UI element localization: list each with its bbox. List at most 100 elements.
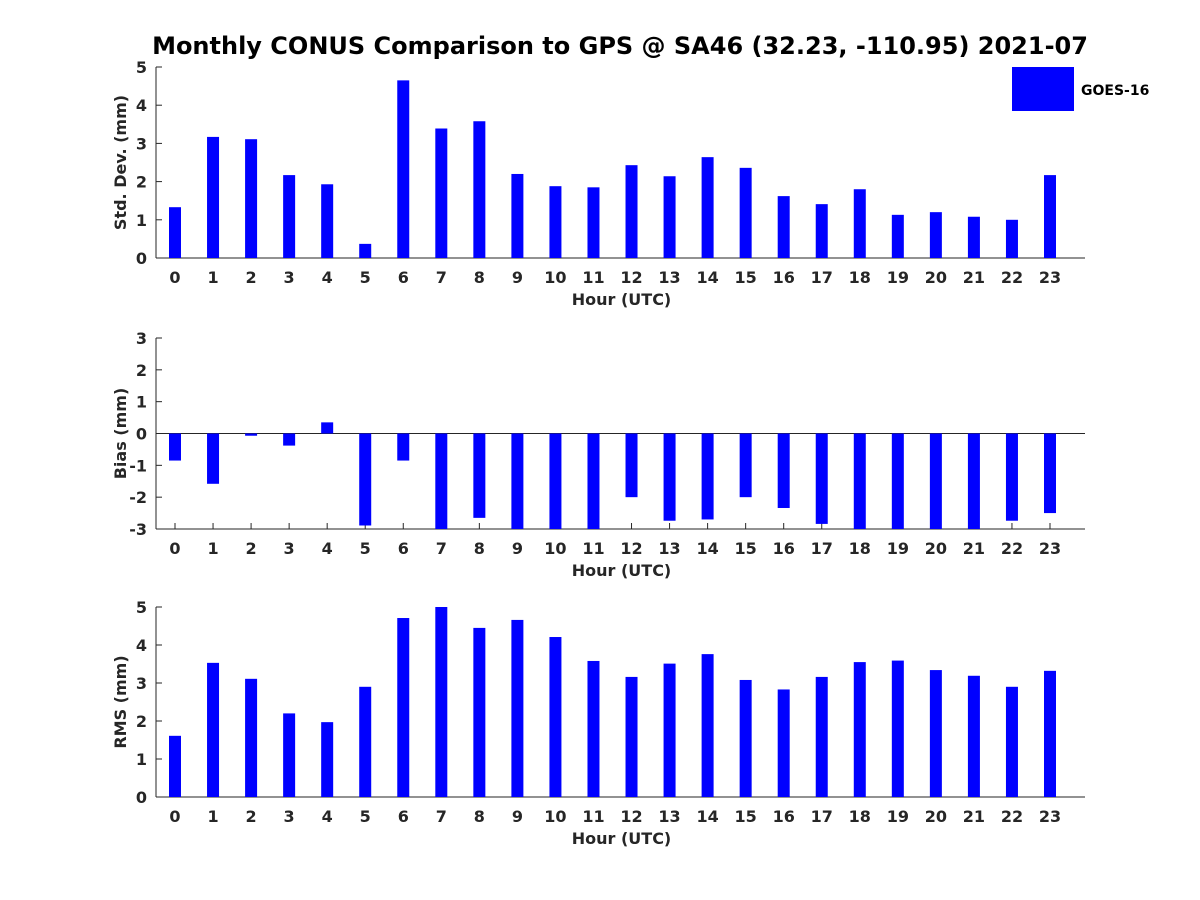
bias-y-tick-label: 2 bbox=[136, 361, 147, 380]
rms-bar bbox=[967, 675, 980, 797]
rms-x-tick-label: 3 bbox=[284, 807, 295, 826]
std-dev-x-tick-label: 3 bbox=[284, 268, 295, 287]
rms-x-tick-label: 9 bbox=[512, 807, 523, 826]
bias-bar bbox=[549, 433, 562, 529]
rms-x-tick-label: 13 bbox=[658, 807, 680, 826]
std-dev-bar bbox=[625, 165, 638, 258]
rms-x-tick-label: 23 bbox=[1039, 807, 1061, 826]
bias-x-tick-label: 16 bbox=[773, 539, 795, 558]
rms-bar bbox=[321, 722, 334, 797]
rms-x-tick-label: 18 bbox=[849, 807, 871, 826]
legend: GOES-16 bbox=[1012, 67, 1149, 111]
rms-bar bbox=[207, 662, 220, 797]
rms-bar bbox=[891, 660, 904, 797]
bias-y-tick-label: -1 bbox=[129, 456, 147, 475]
bias-y-tick-label: 0 bbox=[136, 425, 147, 444]
bias-bar bbox=[359, 433, 372, 526]
bias-x-tick-label: 3 bbox=[284, 539, 295, 558]
rms-x-axis-label: Hour (UTC) bbox=[572, 829, 672, 848]
std-dev-y-tick-label: 1 bbox=[136, 211, 147, 230]
bias-x-tick-label: 19 bbox=[887, 539, 909, 558]
bias-bar bbox=[207, 433, 220, 484]
bias-bar bbox=[473, 433, 486, 518]
std-dev-bar bbox=[283, 175, 296, 258]
rms-y-tick-label: 2 bbox=[136, 712, 147, 731]
std-dev-bar bbox=[207, 136, 220, 258]
std-dev-x-tick-label: 1 bbox=[207, 268, 218, 287]
bias-bar bbox=[663, 433, 676, 521]
std-dev-bar bbox=[169, 207, 181, 258]
std-dev-y-tick-label: 2 bbox=[136, 173, 147, 192]
std-dev-x-tick-label: 14 bbox=[696, 268, 718, 287]
std-dev-y-tick-label: 0 bbox=[136, 249, 147, 268]
bias-x-tick-label: 14 bbox=[696, 539, 718, 558]
rms-x-tick-label: 7 bbox=[436, 807, 447, 826]
std-dev-bar bbox=[701, 157, 714, 258]
bias-bar bbox=[891, 433, 904, 529]
bias-x-tick-label: 23 bbox=[1039, 539, 1061, 558]
std-dev-bar bbox=[967, 216, 980, 258]
bias-bar bbox=[625, 433, 638, 498]
rms-x-tick-label: 15 bbox=[735, 807, 757, 826]
bias-x-tick-label: 10 bbox=[544, 539, 566, 558]
bias-bar bbox=[929, 433, 942, 529]
std-dev-y-tick-label: 3 bbox=[136, 134, 147, 153]
std-dev-bar bbox=[511, 173, 524, 258]
rms-bar bbox=[777, 689, 790, 797]
bias-bar bbox=[739, 433, 752, 498]
rms-bar bbox=[701, 654, 714, 797]
bias-bar bbox=[511, 433, 524, 529]
rms-bar bbox=[625, 676, 638, 797]
std-dev-bar bbox=[1005, 219, 1018, 258]
bias-bar bbox=[815, 433, 828, 524]
std-dev-bar bbox=[321, 184, 334, 258]
std-dev-y-tick-label: 4 bbox=[136, 96, 147, 115]
rms-bar bbox=[549, 637, 562, 797]
bias-y-tick-label: 3 bbox=[136, 329, 147, 348]
std-dev-x-tick-label: 7 bbox=[436, 268, 447, 287]
std-dev-x-tick-label: 8 bbox=[474, 268, 485, 287]
std-dev-x-tick-label: 22 bbox=[1001, 268, 1023, 287]
std-dev-x-tick-label: 5 bbox=[360, 268, 371, 287]
bias-x-tick-label: 20 bbox=[925, 539, 947, 558]
bias-y-axis-label: Bias (mm) bbox=[111, 388, 130, 480]
bias-bar bbox=[1005, 433, 1018, 521]
rms-x-tick-label: 8 bbox=[474, 807, 485, 826]
rms-x-tick-label: 2 bbox=[246, 807, 257, 826]
std-dev-bar bbox=[777, 196, 790, 258]
bias-bar bbox=[397, 433, 410, 461]
rms-bar bbox=[169, 735, 181, 797]
rms-bar bbox=[853, 662, 866, 797]
rms-bar bbox=[1044, 670, 1056, 797]
bias-bar bbox=[701, 433, 714, 520]
std-dev-x-tick-label: 20 bbox=[925, 268, 947, 287]
legend-label: GOES-16 bbox=[1081, 83, 1149, 99]
rms-x-tick-label: 17 bbox=[811, 807, 833, 826]
bias-x-tick-label: 2 bbox=[246, 539, 257, 558]
rms-bar bbox=[473, 627, 486, 797]
rms-y-tick-label: 3 bbox=[136, 674, 147, 693]
std-dev-bar bbox=[435, 128, 448, 258]
rms-bar bbox=[245, 678, 258, 797]
std-dev-bar bbox=[245, 139, 258, 258]
std-dev-x-tick-label: 16 bbox=[773, 268, 795, 287]
bias-x-tick-label: 22 bbox=[1001, 539, 1023, 558]
bias-x-tick-label: 17 bbox=[811, 539, 833, 558]
std-dev-bar bbox=[891, 214, 904, 258]
std-dev-bar bbox=[397, 80, 410, 259]
rms-y-axis-label: RMS (mm) bbox=[111, 655, 130, 748]
std-dev-bar bbox=[473, 121, 486, 258]
bias-bar bbox=[967, 433, 980, 529]
bias-x-tick-label: 8 bbox=[474, 539, 485, 558]
std-dev-y-tick-label: 5 bbox=[136, 58, 147, 77]
std-dev-x-tick-label: 19 bbox=[887, 268, 909, 287]
bias-x-tick-label: 11 bbox=[582, 539, 604, 558]
bias-bar bbox=[777, 433, 790, 508]
std-dev-x-axis-label: Hour (UTC) bbox=[572, 290, 672, 309]
bias-x-tick-label: 13 bbox=[658, 539, 680, 558]
rms-x-tick-label: 0 bbox=[169, 807, 180, 826]
rms-bar bbox=[511, 619, 524, 797]
bias-x-tick-label: 18 bbox=[849, 539, 871, 558]
